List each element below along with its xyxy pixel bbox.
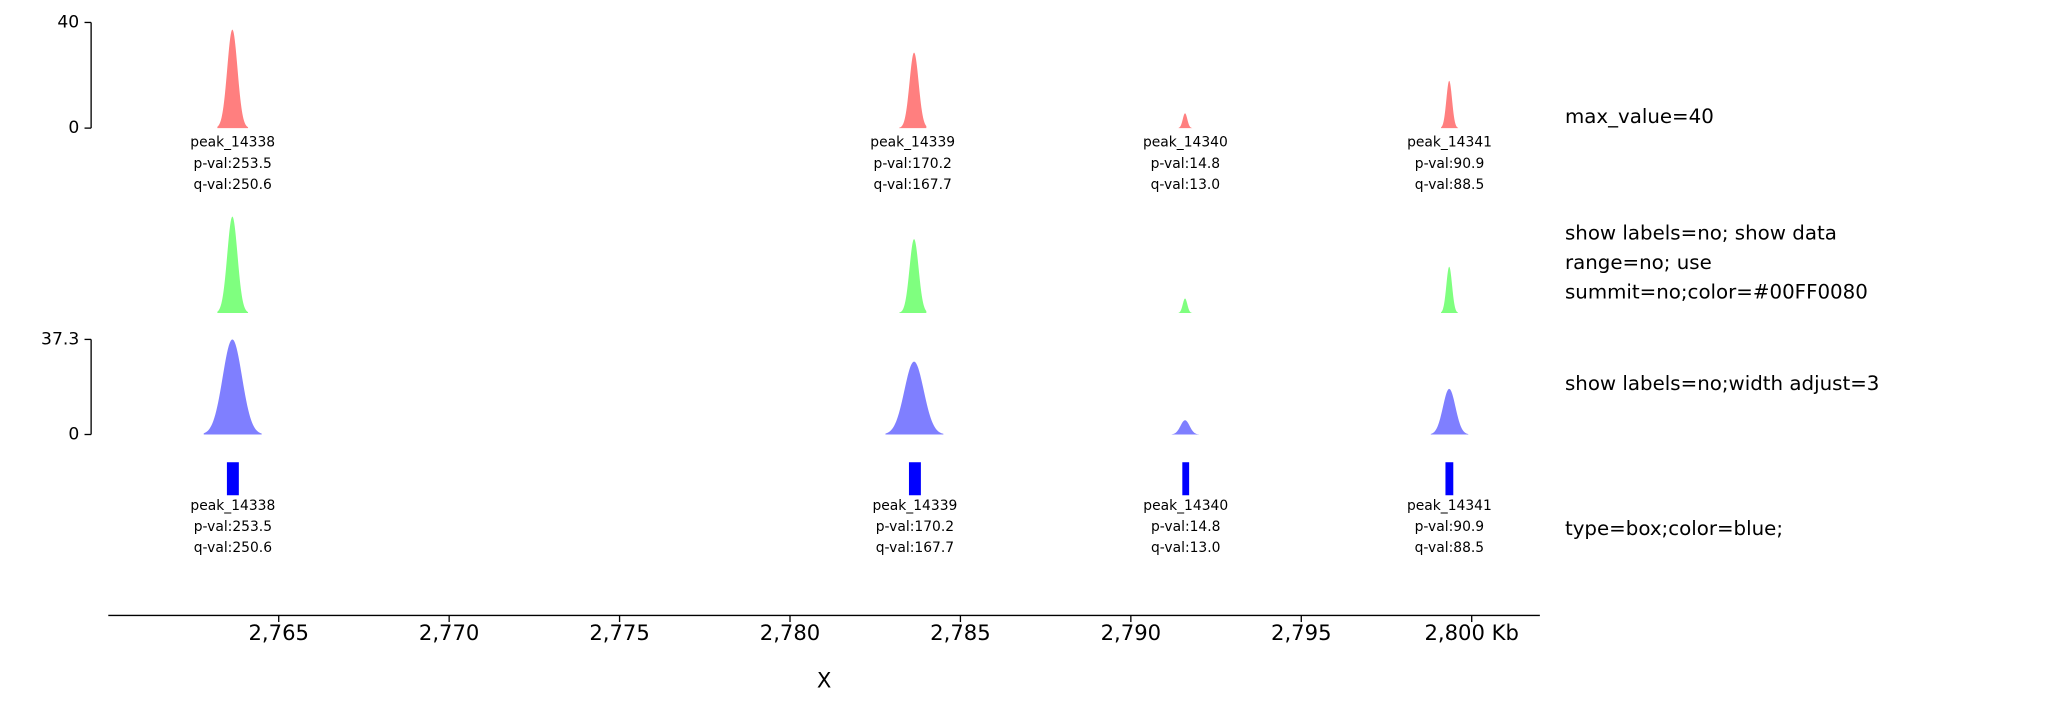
peak	[899, 52, 927, 129]
q-value: q-val:167.7	[876, 540, 954, 556]
peak	[1178, 113, 1193, 129]
x-tick-label: 2,765	[248, 620, 308, 645]
p-value: p-val:90.9	[1415, 519, 1485, 535]
y-tick-label: 40	[57, 12, 79, 32]
x-tick-label: 2,770	[419, 620, 479, 645]
peak-name: peak_14340	[1143, 135, 1228, 151]
track-title: type=box;color=blue;	[1565, 517, 1783, 540]
peak	[203, 339, 262, 435]
x-axis-label: X	[817, 667, 831, 692]
peak	[1171, 420, 1200, 435]
p-value: p-val:253.5	[194, 519, 272, 535]
peak-name: peak_14339	[872, 498, 957, 514]
q-value: q-val:250.6	[194, 177, 272, 193]
p-value: p-val:170.2	[876, 519, 954, 535]
peak-box	[226, 462, 239, 496]
x-tick-label: 2,800 Kb	[1424, 620, 1518, 645]
peak	[217, 216, 249, 314]
peak-box	[1182, 462, 1190, 496]
x-tick-label: 2,785	[930, 620, 990, 645]
p-value: p-val:90.9	[1415, 156, 1485, 172]
peak-name: peak_14341	[1407, 135, 1492, 151]
q-value: q-val:13.0	[1151, 177, 1221, 193]
x-tick-label: 2,790	[1101, 620, 1161, 645]
p-value: p-val:14.8	[1151, 156, 1221, 172]
y-tick-label: 37.3	[41, 329, 79, 349]
q-value: q-val:88.5	[1415, 177, 1485, 193]
x-tick-label: 2,795	[1271, 620, 1331, 645]
track-title: show labels=no;width adjust=3	[1565, 372, 1879, 395]
q-value: q-val:88.5	[1415, 540, 1485, 556]
q-value: q-val:13.0	[1151, 540, 1221, 556]
p-value: p-val:170.2	[874, 156, 952, 172]
peak-name: peak_14338	[190, 498, 275, 514]
track-title: range=no; use	[1565, 251, 1712, 274]
p-value: p-val:14.8	[1151, 519, 1221, 535]
peak-name: peak_14338	[190, 135, 275, 151]
peak	[1441, 266, 1459, 314]
peak	[1441, 80, 1459, 129]
peak	[1178, 298, 1193, 314]
track-title: max_value=40	[1565, 105, 1714, 128]
peak-box	[908, 462, 921, 496]
y-tick-label: 0	[68, 118, 79, 138]
peak	[217, 29, 249, 129]
peak	[1430, 388, 1469, 435]
y-tick-label: 0	[68, 425, 79, 445]
peak-name: peak_14340	[1143, 498, 1228, 514]
q-value: q-val:167.7	[874, 177, 952, 193]
x-tick-label: 2,780	[760, 620, 820, 645]
track-title: summit=no;color=#00FF0080	[1565, 281, 1868, 304]
peak	[885, 361, 944, 435]
p-value: p-val:253.5	[194, 156, 272, 172]
peak-name: peak_14339	[870, 135, 955, 151]
peak-name: peak_14341	[1407, 498, 1492, 514]
peak-box	[1445, 462, 1454, 496]
x-tick-label: 2,775	[589, 620, 649, 645]
track-title: show labels=no; show data	[1565, 221, 1837, 244]
peak	[899, 239, 927, 314]
q-value: q-val:250.6	[194, 540, 272, 556]
